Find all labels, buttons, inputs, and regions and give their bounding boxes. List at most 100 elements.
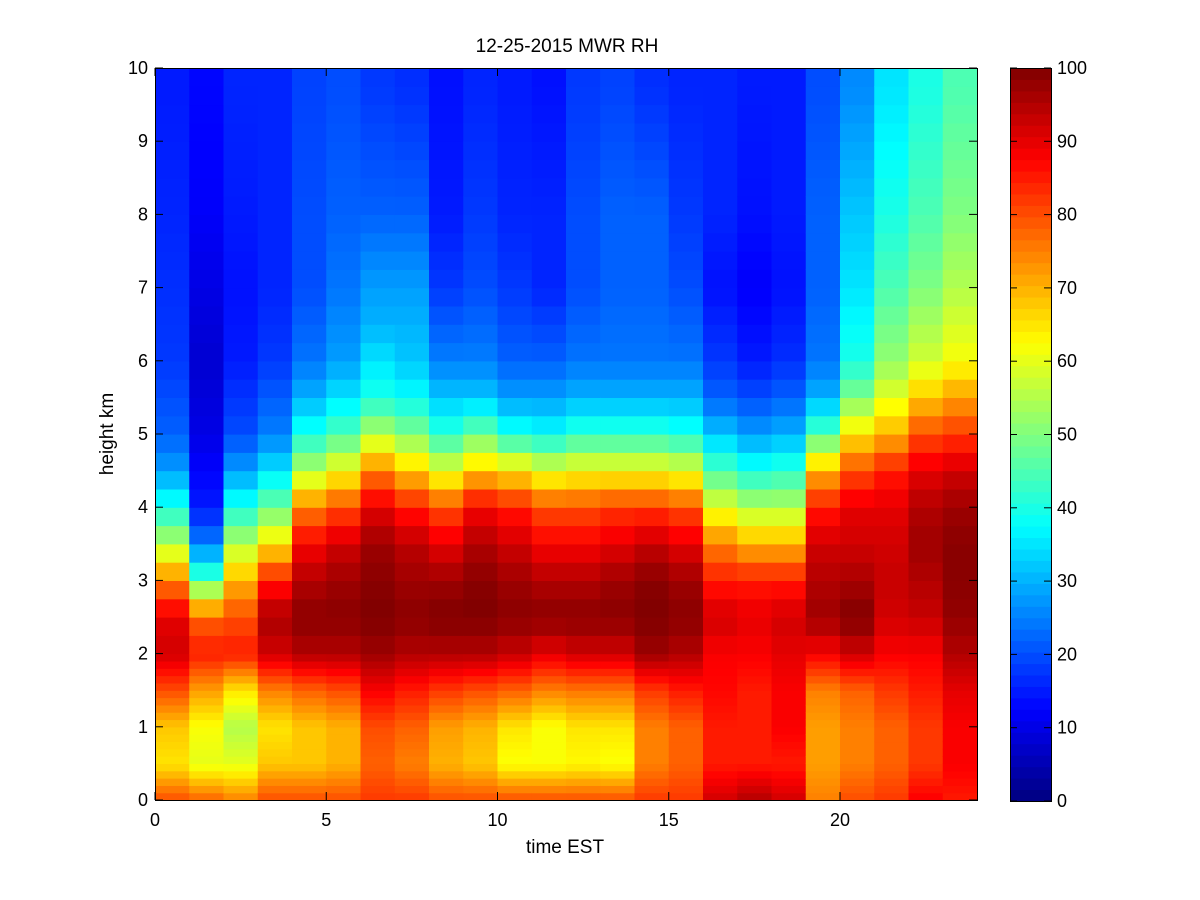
- heatmap-cell: [463, 324, 499, 344]
- heatmap-cell: [531, 778, 567, 786]
- heatmap-cell: [737, 660, 773, 669]
- heatmap-cell: [360, 159, 396, 179]
- heatmap-cell: [942, 159, 978, 179]
- heatmap-cell: [394, 635, 430, 655]
- heatmap-cell: [942, 434, 978, 453]
- heatmap-cell: [326, 507, 362, 527]
- heatmap-cell: [429, 434, 464, 453]
- heatmap-cell: [908, 196, 944, 215]
- heatmap-cell: [531, 104, 567, 124]
- heatmap-cell: [737, 741, 773, 750]
- heatmap-cell: [360, 397, 396, 417]
- heatmap-cell: [497, 748, 533, 757]
- heatmap-cell: [292, 697, 327, 706]
- x-tick-label: 20: [830, 810, 850, 830]
- heatmap-cell: [531, 763, 567, 772]
- heatmap-cell: [189, 360, 225, 380]
- heatmap-cell: [668, 719, 704, 728]
- heatmap-cell: [703, 580, 738, 600]
- heatmap-cell: [360, 675, 396, 684]
- heatmap-cell: [908, 232, 944, 252]
- heatmap-cell: [908, 488, 944, 508]
- heatmap-cell: [326, 470, 362, 490]
- heatmap-cell: [257, 488, 293, 508]
- heatmap-cell: [634, 653, 670, 662]
- heatmap-cell: [874, 763, 910, 772]
- heatmap-cell: [703, 488, 738, 508]
- heatmap-cell: [874, 68, 910, 87]
- heatmap-cell: [805, 719, 841, 728]
- heatmap-cell: [874, 704, 910, 713]
- heatmap-cell: [908, 712, 944, 721]
- colorbar-swatch: [1010, 239, 1051, 252]
- heatmap-cell: [531, 580, 567, 600]
- heatmap-cell: [600, 360, 636, 380]
- heatmap-cell: [908, 159, 944, 179]
- heatmap-cell: [463, 704, 499, 713]
- heatmap-cell: [394, 68, 430, 87]
- colorbar-swatch: [1010, 594, 1051, 607]
- heatmap-cell: [155, 452, 190, 472]
- heatmap-cell: [805, 785, 841, 794]
- heatmap-cell: [531, 690, 567, 699]
- heatmap-cell: [189, 104, 225, 124]
- heatmap-cell: [771, 104, 807, 124]
- colorbar-swatch: [1010, 526, 1051, 539]
- colorbar-swatch: [1010, 537, 1051, 550]
- heatmap-cell: [874, 748, 910, 757]
- heatmap-cell: [600, 232, 636, 252]
- heatmap-cell: [292, 543, 327, 563]
- heatmap-cell: [703, 196, 738, 215]
- colorbar-swatch: [1010, 285, 1051, 298]
- heatmap-cell: [908, 305, 944, 325]
- heatmap-cell: [840, 525, 875, 545]
- heatmap-cell: [600, 525, 636, 545]
- heatmap-cell: [223, 196, 259, 215]
- heatmap-cell: [429, 177, 464, 197]
- colorbar-swatch: [1010, 388, 1051, 401]
- heatmap-cell: [840, 756, 875, 764]
- heatmap-cell: [292, 617, 327, 636]
- heatmap-cell: [668, 360, 704, 380]
- heatmap-cell: [292, 778, 327, 786]
- heatmap-cell: [840, 690, 875, 699]
- heatmap-cell: [908, 778, 944, 786]
- colorbar-swatch: [1010, 617, 1051, 630]
- heatmap-cell: [292, 452, 327, 472]
- heatmap-cell: [600, 68, 636, 87]
- heatmap-cell: [942, 635, 978, 655]
- heatmap-cell: [874, 305, 910, 325]
- heatmap-cell: [805, 177, 841, 197]
- heatmap-cell: [223, 305, 259, 325]
- heatmap-cell: [155, 734, 190, 743]
- heatmap-cell: [600, 756, 636, 764]
- heatmap-cell: [805, 287, 841, 307]
- heatmap-cell: [840, 704, 875, 713]
- heatmap-cell: [257, 177, 293, 197]
- heatmap-cell: [155, 434, 190, 453]
- heatmap-cell: [634, 104, 670, 124]
- heatmap-cell: [805, 68, 841, 87]
- heatmap-cell: [497, 68, 533, 87]
- heatmap-cell: [257, 379, 293, 398]
- heatmap-cell: [634, 287, 670, 307]
- heatmap-cell: [771, 704, 807, 713]
- heatmap-cell: [942, 690, 978, 699]
- heatmap-cell: [874, 690, 910, 699]
- heatmap-cell: [908, 470, 944, 490]
- y-axis-label: height km: [97, 393, 118, 475]
- heatmap-cell: [942, 785, 978, 794]
- heatmap-cell: [497, 196, 533, 215]
- heatmap-cell: [805, 415, 841, 435]
- colorbar-swatch: [1010, 297, 1051, 310]
- colorbar-swatch: [1010, 571, 1051, 584]
- heatmap-cell: [668, 785, 704, 794]
- heatmap-cell: [326, 770, 362, 779]
- heatmap-cell: [908, 177, 944, 197]
- heatmap-cell: [668, 507, 704, 527]
- colorbar-swatch: [1010, 365, 1051, 378]
- heatmap-cell: [668, 562, 704, 581]
- heatmap-cell: [771, 580, 807, 600]
- heatmap-cell: [463, 86, 499, 106]
- heatmap-cell: [257, 712, 293, 721]
